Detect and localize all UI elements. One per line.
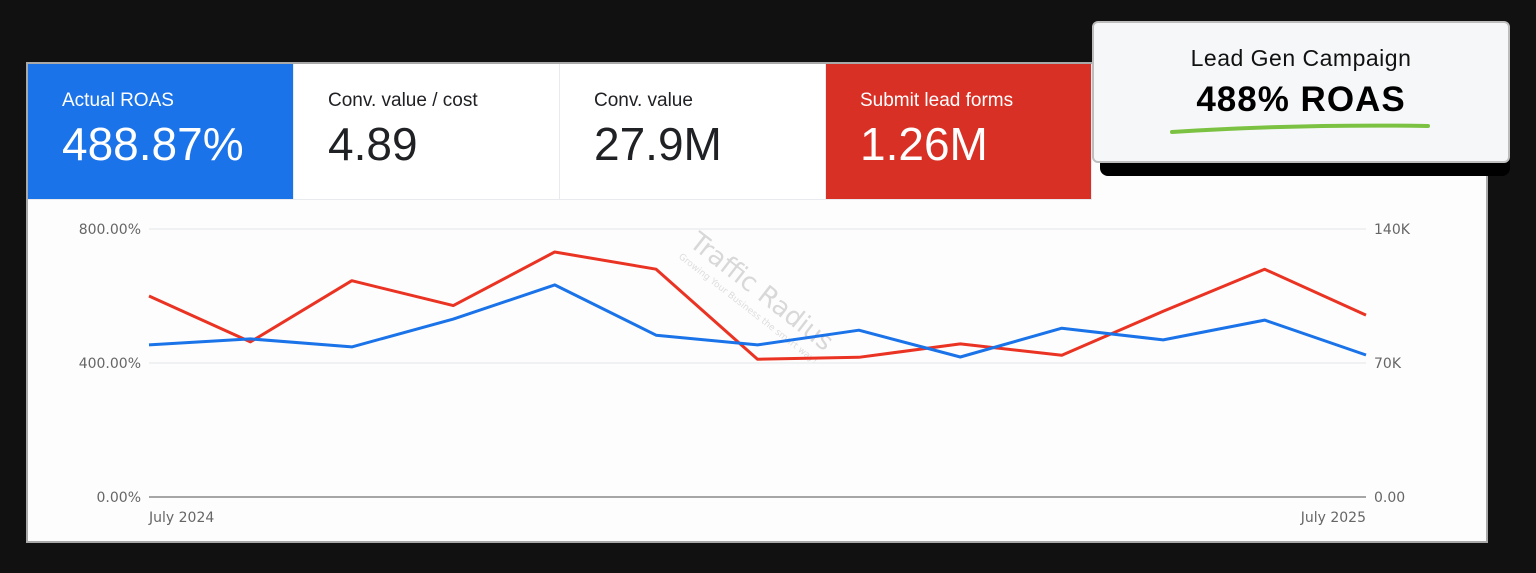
campaign-callout: Lead Gen Campaign 488% ROAS — [1092, 21, 1510, 163]
tile-value: 1.26M — [860, 118, 988, 170]
series-line — [148, 283, 1367, 359]
right-axis-tick: 0.00 — [1374, 490, 1405, 506]
tile-label: Submit lead forms — [860, 90, 1014, 111]
left-axis-tick: 0.00% — [97, 490, 141, 506]
gridlines — [149, 228, 1366, 498]
green-underline — [1170, 123, 1430, 134]
series-line — [148, 250, 1367, 361]
metric-tiles: Actual ROAS 488.87% Conv. value / cost 4… — [28, 64, 1128, 200]
tile-label: Actual ROAS — [62, 90, 174, 111]
tile-actual-roas[interactable]: Actual ROAS 488.87% — [28, 64, 294, 200]
x-axis-tick: July 2024 — [148, 510, 214, 526]
tile-value: 488.87% — [62, 118, 244, 170]
right-axis-tick: 70K — [1374, 356, 1402, 372]
left-axis-tick: 800.00% — [79, 222, 141, 238]
axis-labels: 0.00% 0.00 400.00% 70K 800.00% 140K July 2024 J… — [79, 222, 1411, 526]
callout-headline: 488% ROAS — [1196, 80, 1406, 119]
right-axis-tick: 140K — [1374, 222, 1411, 238]
tile-label: Conv. value — [594, 90, 693, 111]
tile-value: 27.9M — [594, 118, 722, 170]
tile-label: Conv. value / cost — [328, 90, 478, 111]
x-axis-tick: July 2025 — [1300, 510, 1366, 526]
chart-series — [148, 250, 1367, 361]
tile-value: 4.89 — [328, 118, 418, 170]
callout-title: Lead Gen Campaign — [1190, 45, 1412, 71]
tile-conv-value-cost[interactable]: Conv. value / cost 4.89 — [294, 64, 560, 200]
line-chart: Traffic Radius Growing Your Business the… — [79, 222, 1411, 526]
left-axis-tick: 400.00% — [79, 356, 141, 372]
tile-conv-value[interactable]: Conv. value 27.9M — [560, 64, 826, 200]
tile-submit-lead-forms[interactable]: Submit lead forms 1.26M — [826, 64, 1092, 200]
